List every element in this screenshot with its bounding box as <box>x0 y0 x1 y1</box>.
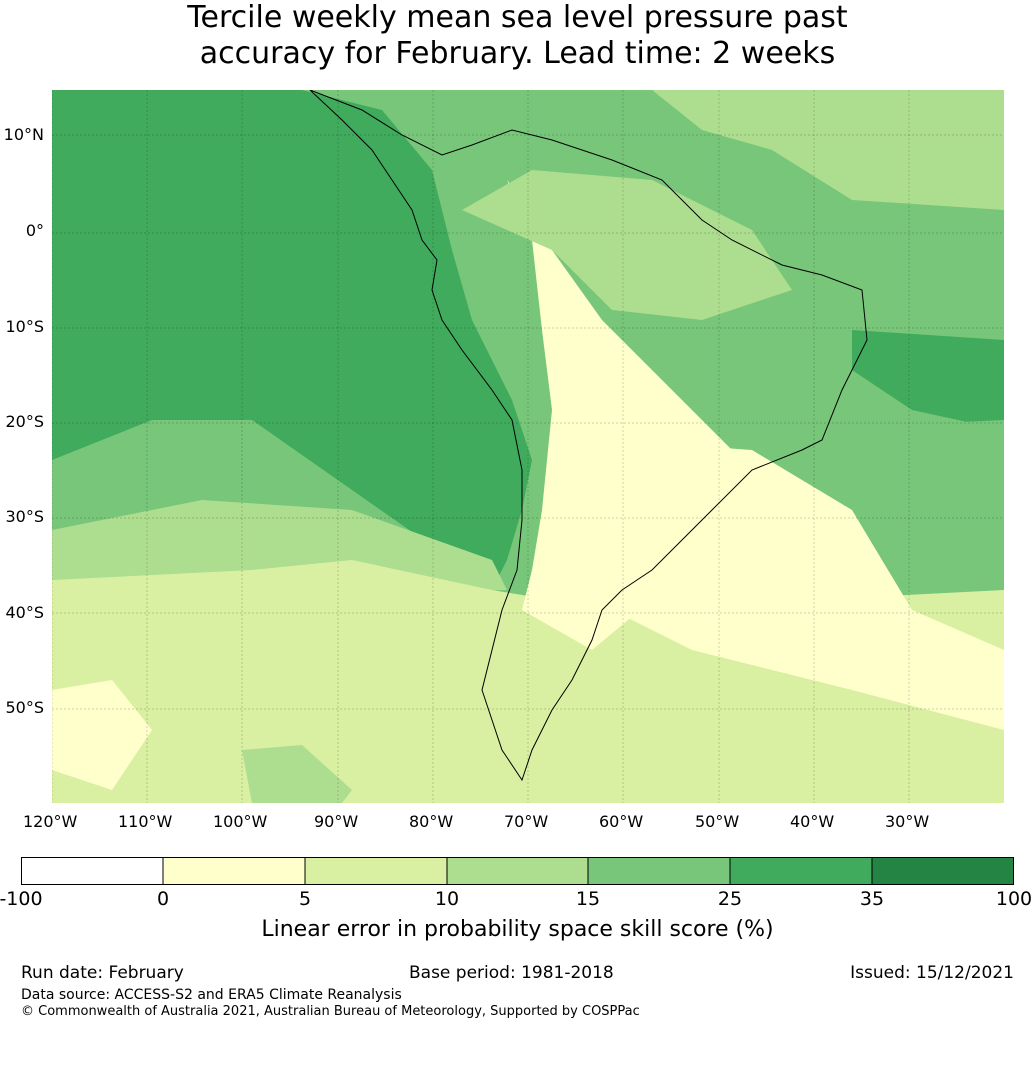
lon-label-70w: 70°W <box>504 812 549 831</box>
lon-label-110w: 110°W <box>118 812 173 831</box>
colorbar-swatch-4 <box>588 857 730 885</box>
lon-label-50w: 50°W <box>695 812 740 831</box>
colorbar-swatch-3 <box>447 857 588 885</box>
colorbar-swatch-2 <box>305 857 447 885</box>
title-line-2: accuracy for February. Lead time: 2 week… <box>199 36 836 71</box>
colorbar-tick-35: 35 <box>859 888 885 910</box>
colorbar-tick-25: 25 <box>717 888 743 910</box>
lat-label-50s: 50°S <box>5 698 44 717</box>
copyright: © Commonwealth of Australia 2021, Austra… <box>21 1004 640 1019</box>
lat-label-40s: 40°S <box>5 603 44 622</box>
colorbar-swatch-5 <box>730 857 872 885</box>
lat-label-10s: 10°S <box>5 317 44 336</box>
atlantic-high-region <box>852 330 1004 430</box>
colorbar-tick-0: 0 <box>156 888 170 910</box>
colorbar-tick-15: 15 <box>575 888 601 910</box>
colorbar <box>21 857 1014 885</box>
pacific-high-skill-region <box>52 90 532 590</box>
colorbar-swatch-0 <box>21 857 163 885</box>
colorbar-tick-neg100: -100 <box>0 888 43 910</box>
lat-label-20s: 20°S <box>5 412 44 431</box>
lon-label-30w: 30°W <box>885 812 930 831</box>
lat-label-30s: 30°S <box>5 507 44 526</box>
base-period: Base period: 1981-2018 <box>409 963 614 983</box>
south-band-4 <box>52 680 152 790</box>
amazon-mid-region <box>462 170 792 320</box>
south-band-5 <box>242 745 352 803</box>
chart-title: Tercile weekly mean sea level pressure p… <box>0 0 1035 72</box>
colorbar-tick-10: 10 <box>434 888 460 910</box>
lon-label-80w: 80°W <box>409 812 454 831</box>
lat-label-0: 0° <box>25 221 44 240</box>
run-date: Run date: February <box>21 963 184 983</box>
colorbar-tick-100: 100 <box>995 888 1033 910</box>
lon-label-60w: 60°W <box>599 812 644 831</box>
lon-label-90w: 90°W <box>314 812 359 831</box>
colorbar-border <box>21 857 1014 885</box>
south-america-coastline <box>309 90 868 782</box>
colorbar-swatch-6 <box>872 857 1014 885</box>
gridlines <box>52 90 1004 803</box>
lon-label-100w: 100°W <box>213 812 268 831</box>
issued-date: Issued: 15/12/2021 <box>850 963 1014 983</box>
atlantic-mid-region <box>792 420 1004 550</box>
lon-label-120w: 120°W <box>23 812 78 831</box>
title-line-1: Tercile weekly mean sea level pressure p… <box>187 0 848 35</box>
colorbar-swatch-1 <box>163 857 305 885</box>
data-source: Data source: ACCESS-S2 and ERA5 Climate … <box>21 987 402 1003</box>
lat-label-10n: 10°N <box>3 125 44 144</box>
colorbar-label: Linear error in probability space skill … <box>261 917 774 942</box>
skill-score-map <box>52 90 1004 803</box>
atlantic-light-region <box>652 90 1004 210</box>
lon-label-40w: 40°W <box>790 812 835 831</box>
colorbar-tick-5: 5 <box>298 888 312 910</box>
